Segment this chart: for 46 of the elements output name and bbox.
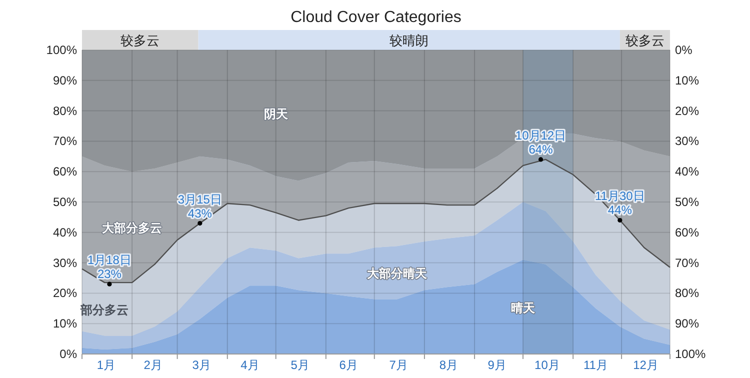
y2-tick-label: 100% bbox=[675, 347, 706, 361]
y2-tick-label: 50% bbox=[675, 195, 700, 209]
y2-tick-label: 90% bbox=[675, 316, 700, 331]
series-label: 大部分晴天 bbox=[367, 266, 428, 281]
y-tick-label: 70% bbox=[52, 134, 78, 148]
band-label: 较多云 bbox=[625, 33, 664, 48]
y2-tick-label: 10% bbox=[675, 73, 700, 88]
y-tick-label: 0% bbox=[60, 347, 78, 361]
series-label: 部分多云 bbox=[80, 303, 129, 318]
annotation: 3月15日 43% bbox=[178, 192, 222, 220]
series-label: 晴天 bbox=[511, 300, 536, 315]
x-tick-label: 9月 bbox=[488, 358, 506, 372]
y2-tick-label: 20% bbox=[675, 104, 700, 118]
y-tick-label: 60% bbox=[52, 164, 78, 179]
x-tick-label: 1月 bbox=[96, 358, 116, 372]
chart-title: Cloud Cover Categories bbox=[290, 9, 462, 26]
x-tick-label: 5月 bbox=[290, 358, 310, 372]
y-tick-label: 20% bbox=[52, 286, 78, 300]
x-tick-label: 12月 bbox=[633, 358, 658, 372]
y2-tick-label: 70% bbox=[675, 256, 700, 270]
y2-tick-label: 40% bbox=[675, 164, 700, 179]
x-tick-label: 3月 bbox=[192, 358, 211, 372]
x-tick-label: 8月 bbox=[439, 358, 458, 372]
y2-tick-label: 60% bbox=[675, 225, 700, 240]
y-tick-label: 40% bbox=[52, 225, 78, 240]
y-tick-label: 80% bbox=[52, 104, 78, 118]
y-tick-label: 30% bbox=[52, 256, 78, 270]
series-label: 大部分多云 bbox=[102, 221, 162, 236]
x-tick-label: 2月 bbox=[144, 358, 162, 372]
x-tick-label: 6月 bbox=[339, 358, 358, 372]
x-tick-label: 10月 bbox=[534, 358, 560, 372]
y-tick-label: 100% bbox=[46, 43, 78, 57]
y-tick-label: 50% bbox=[52, 195, 78, 209]
y2-tick-label: 0% bbox=[675, 43, 693, 57]
y-tick-label: 10% bbox=[52, 316, 78, 331]
x-tick-label: 7月 bbox=[389, 358, 408, 372]
band-label: 较多云 bbox=[120, 33, 160, 48]
y-tick-label: 90% bbox=[52, 73, 78, 88]
y2-tick-label: 30% bbox=[675, 134, 700, 148]
x-tick-label: 4月 bbox=[240, 358, 260, 372]
series-label: 阴天 bbox=[264, 107, 289, 122]
annotation: 1月18日 23% bbox=[87, 253, 132, 282]
y2-tick-label: 80% bbox=[675, 286, 700, 300]
band-label: 较晴朗 bbox=[390, 33, 429, 48]
x-tick-label: 11月 bbox=[583, 358, 608, 372]
annotation: 10月12日 64% bbox=[515, 128, 566, 156]
